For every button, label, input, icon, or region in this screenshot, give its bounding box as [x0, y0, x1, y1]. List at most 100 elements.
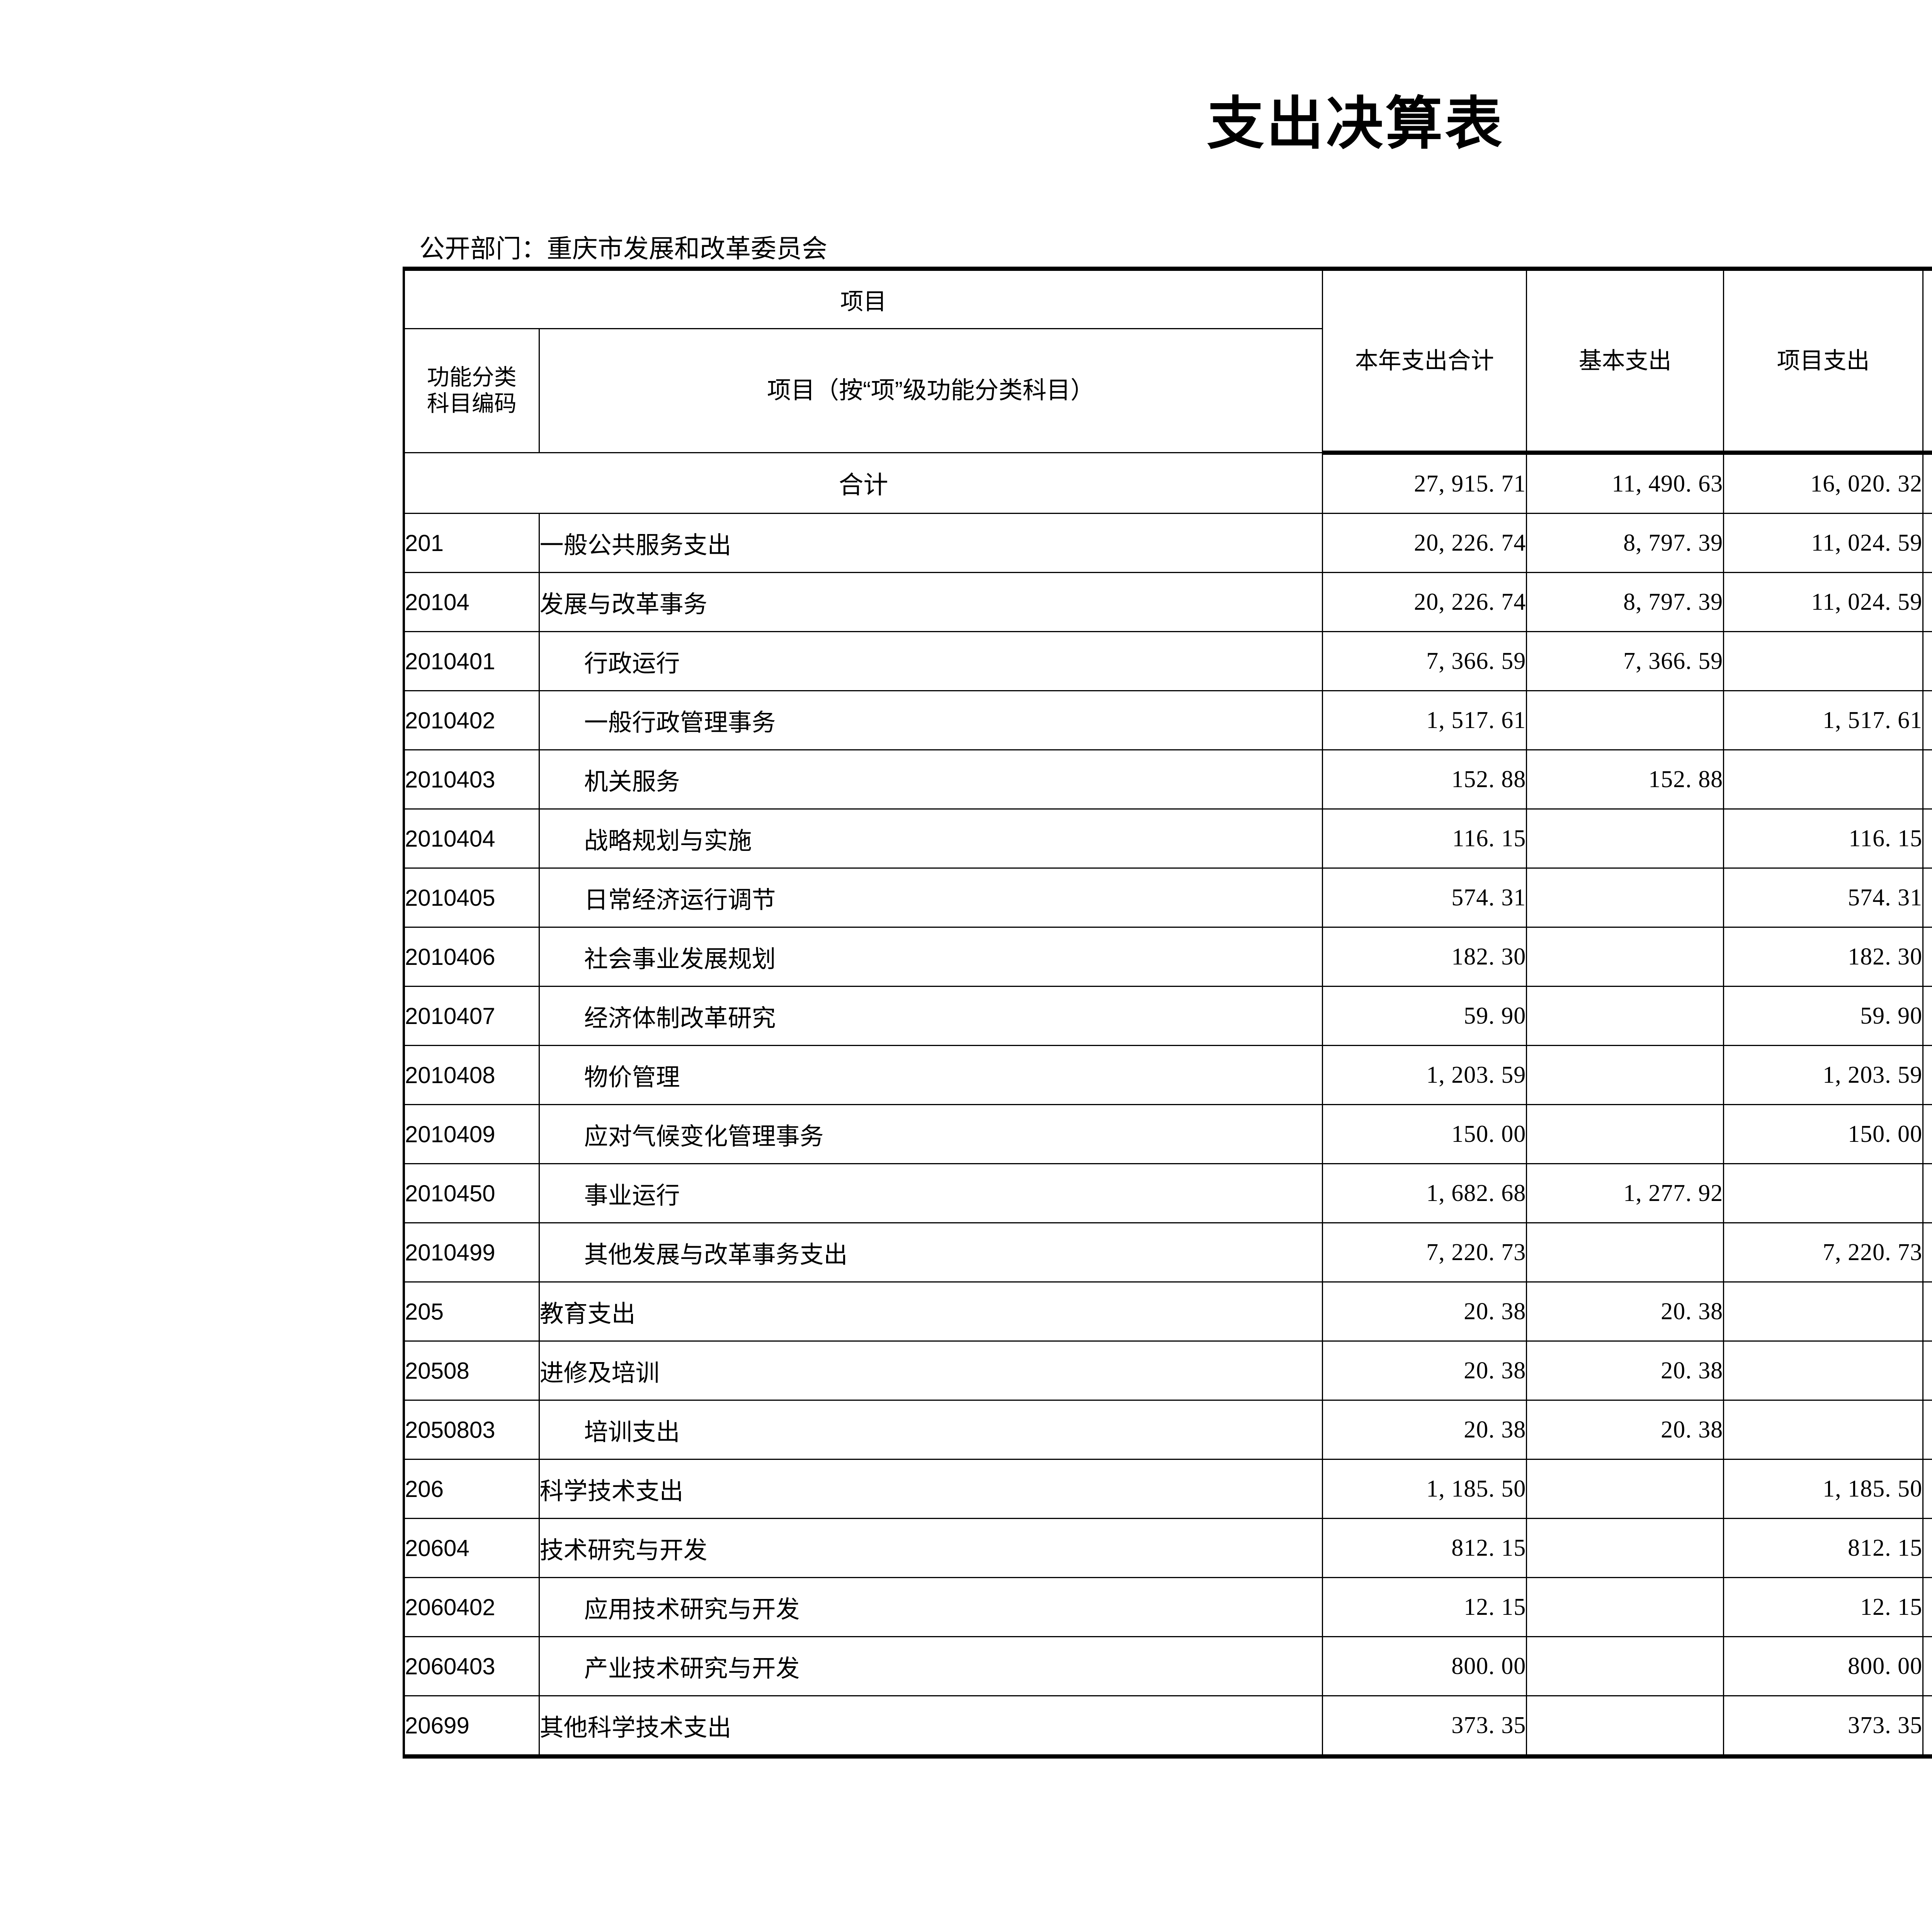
row-basic: 20. 38	[1526, 1340, 1725, 1401]
row-code: 2010499	[403, 1222, 540, 1283]
row-code: 20104	[403, 572, 540, 632]
row-upper	[1922, 1400, 1932, 1460]
total-row-upper	[1922, 452, 1932, 514]
row-code: 2010404	[403, 808, 540, 869]
row-name: 一般公共服务支出	[538, 513, 1323, 573]
table-row: 2010407 经济体制改革研究 59. 90 59. 90	[403, 986, 1932, 1046]
row-code: 2010406	[403, 927, 540, 987]
row-total: 20. 38	[1321, 1400, 1527, 1460]
row-upper	[1922, 690, 1932, 750]
row-name: 社会事业发展规划	[538, 927, 1323, 987]
row-upper	[1922, 1163, 1932, 1223]
row-code: 20508	[403, 1340, 540, 1401]
row-total: 182. 30	[1321, 927, 1527, 987]
row-basic	[1526, 1459, 1725, 1519]
row-name: 战略规划与实施	[538, 808, 1323, 869]
table-row: 2010402 一般行政管理事务 1, 517. 61 1, 517. 61	[403, 690, 1932, 750]
page-title: 支出决算表	[1207, 92, 1505, 156]
table-row: 201 一般公共服务支出 20, 226. 74 8, 797. 39 11, 024.…	[403, 513, 1932, 573]
total-row-total: 27, 915. 71	[1321, 452, 1527, 514]
row-code: 2010409	[403, 1104, 540, 1164]
row-name: 技术研究与开发	[538, 1518, 1323, 1578]
row-upper	[1922, 1045, 1932, 1105]
row-upper	[1922, 1281, 1932, 1342]
row-basic	[1526, 1045, 1725, 1105]
column-header-code-line1: 功能分类	[427, 364, 517, 390]
row-project: 1, 517. 61	[1723, 690, 1924, 750]
table-row: 2060403 产业技术研究与开发 800. 00 800. 00	[403, 1636, 1932, 1696]
column-header-basic-line1: 基本支出	[1578, 347, 1672, 374]
row-project: 574. 31	[1723, 867, 1924, 928]
table-head: 项目 本年支出合计 基本支出 项目支出 上缴上级支出 经营支出 对附属单位补助支…	[403, 268, 1932, 455]
row-name: 进修及培训	[538, 1340, 1323, 1401]
table-body: 合计 27, 915. 71 11, 490. 63 16, 020. 32 4…	[403, 452, 1932, 1757]
table-row-total: 合计 27, 915. 71 11, 490. 63 16, 020. 32 4…	[403, 452, 1932, 514]
row-upper	[1922, 749, 1932, 810]
row-project	[1723, 1340, 1924, 1401]
row-basic: 8, 797. 39	[1526, 513, 1725, 573]
row-basic	[1526, 1104, 1725, 1164]
row-upper	[1922, 986, 1932, 1046]
row-total: 373. 35	[1321, 1695, 1527, 1757]
row-code: 2010401	[403, 631, 540, 691]
row-name: 日常经济运行调节	[538, 867, 1323, 928]
table-row: 2010499 其他发展与改革事务支出 7, 220. 73 7, 220. 73	[403, 1222, 1932, 1283]
row-basic: 8, 797. 39	[1526, 572, 1725, 632]
row-upper	[1922, 1636, 1932, 1696]
row-basic	[1526, 867, 1725, 928]
table-row: 20604 技术研究与开发 812. 15 812. 15	[403, 1518, 1932, 1578]
column-header-upper: 上缴上级支出	[1922, 268, 1932, 455]
row-name: 其他发展与改革事务支出	[538, 1222, 1323, 1283]
row-total: 20. 38	[1321, 1340, 1527, 1401]
table-row: 206 科学技术支出 1, 185. 50 1, 185. 50	[403, 1459, 1932, 1519]
row-total: 116. 15	[1321, 808, 1527, 869]
column-header-upper-line1: 上缴	[1923, 322, 1932, 348]
row-upper	[1922, 1695, 1932, 1757]
row-basic: 7, 366. 59	[1526, 631, 1725, 691]
row-project	[1723, 1163, 1924, 1223]
row-project: 11, 024. 59	[1723, 572, 1924, 632]
row-name: 产业技术研究与开发	[538, 1636, 1323, 1696]
table-row: 2010405 日常经济运行调节 574. 31 574. 31	[403, 867, 1932, 928]
row-basic: 20. 38	[1526, 1281, 1725, 1342]
row-name: 科学技术支出	[538, 1459, 1323, 1519]
row-upper	[1922, 631, 1932, 691]
column-header-total: 本年支出合计	[1321, 268, 1527, 455]
row-project	[1723, 1281, 1924, 1342]
column-header-basic: 基本支出	[1526, 268, 1725, 455]
row-name: 物价管理	[538, 1045, 1323, 1105]
row-upper	[1922, 1340, 1932, 1401]
row-name: 教育支出	[538, 1281, 1323, 1342]
row-code: 2010402	[403, 690, 540, 750]
row-upper	[1922, 1518, 1932, 1578]
header-group-project: 项目	[403, 268, 1323, 329]
row-basic	[1526, 1695, 1725, 1757]
column-header-code: 功能分类 科目编码	[403, 328, 540, 453]
table-row: 20104 发展与改革事务 20, 226. 74 8, 797. 39 11, 024…	[403, 572, 1932, 632]
column-header-upper-line2: 上级	[1923, 348, 1932, 374]
total-row-project: 16, 020. 32	[1723, 452, 1924, 514]
row-total: 800. 00	[1321, 1636, 1527, 1696]
row-project: 59. 90	[1723, 986, 1924, 1046]
row-project: 7, 220. 73	[1723, 1222, 1924, 1283]
row-project	[1723, 631, 1924, 691]
row-basic	[1526, 690, 1725, 750]
row-total: 20, 226. 74	[1321, 572, 1527, 632]
row-project: 116. 15	[1723, 808, 1924, 869]
column-header-total-line1: 本年支出合计	[1355, 347, 1494, 374]
expenditure-table: 项目 本年支出合计 基本支出 项目支出 上缴上级支出 经营支出 对附属单位补助支…	[403, 267, 1932, 1759]
row-basic: 1, 277. 92	[1526, 1163, 1725, 1223]
row-project: 800. 00	[1723, 1636, 1924, 1696]
row-upper	[1922, 572, 1932, 632]
row-upper	[1922, 867, 1932, 928]
row-project: 12. 15	[1723, 1577, 1924, 1637]
row-code: 2060403	[403, 1636, 540, 1696]
table-row: 2010408 物价管理 1, 203. 59 1, 203. 59	[403, 1045, 1932, 1105]
table-row: 2010404 战略规划与实施 116. 15 116. 15	[403, 808, 1932, 869]
column-header-upper-line3: 支出	[1923, 374, 1932, 400]
row-total: 1, 682. 68	[1321, 1163, 1527, 1223]
row-code: 20699	[403, 1695, 540, 1757]
row-upper	[1922, 1577, 1932, 1637]
table-row: 2010406 社会事业发展规划 182. 30 182. 30	[403, 927, 1932, 987]
row-code: 2010450	[403, 1163, 540, 1223]
